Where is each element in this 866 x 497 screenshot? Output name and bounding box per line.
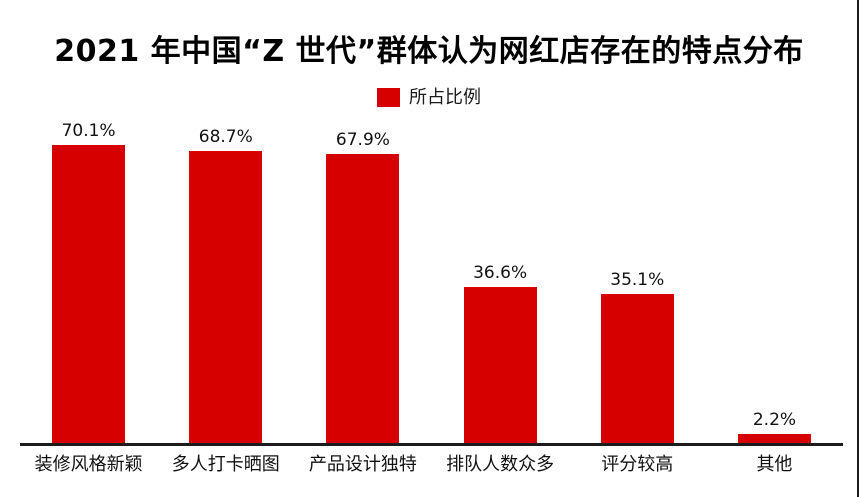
plot-area: 70.1% 68.7% 67.9% 36.6% 35.1% 2.2%	[20, 110, 843, 446]
bar-value-label: 36.6%	[473, 263, 528, 283]
bar-value-label: 2.2%	[752, 410, 797, 430]
legend-label: 所占比例	[409, 87, 481, 108]
category-label: 评分较高	[601, 454, 674, 475]
right-border-line	[857, 0, 859, 497]
category-label: 排队人数众多	[446, 454, 555, 475]
bar-column: 67.9%	[294, 110, 431, 443]
category-label: 产品设计独特	[308, 454, 417, 475]
bar	[189, 151, 263, 443]
bar-value-label: 68.7%	[198, 127, 253, 147]
bar	[326, 154, 400, 443]
bar-column: 70.1%	[20, 110, 157, 443]
category-label: 其他	[756, 454, 793, 475]
legend: 所占比例	[0, 88, 858, 107]
bar-value-label: 70.1%	[61, 121, 116, 141]
bar-value-label: 35.1%	[610, 270, 665, 290]
category-labels: 装修风格新颖 多人打卡晒图 产品设计独特 排队人数众多 评分较高 其他	[20, 450, 843, 476]
legend-swatch-icon	[377, 88, 400, 107]
bar	[737, 434, 811, 443]
bar-column: 68.7%	[157, 110, 294, 443]
bar	[52, 145, 126, 443]
bar-value-label: 67.9%	[335, 130, 390, 150]
category-label: 多人打卡晒图	[171, 454, 280, 475]
bar-column: 2.2%	[706, 110, 843, 443]
chart-title: 2021 年中国“Z 世代”群体认为网红店存在的特点分布	[54, 34, 804, 69]
bar	[463, 287, 537, 443]
bar	[600, 294, 674, 443]
bar-column: 36.6%	[432, 110, 569, 443]
category-label: 装修风格新颖	[34, 454, 143, 475]
bar-column: 35.1%	[569, 110, 706, 443]
